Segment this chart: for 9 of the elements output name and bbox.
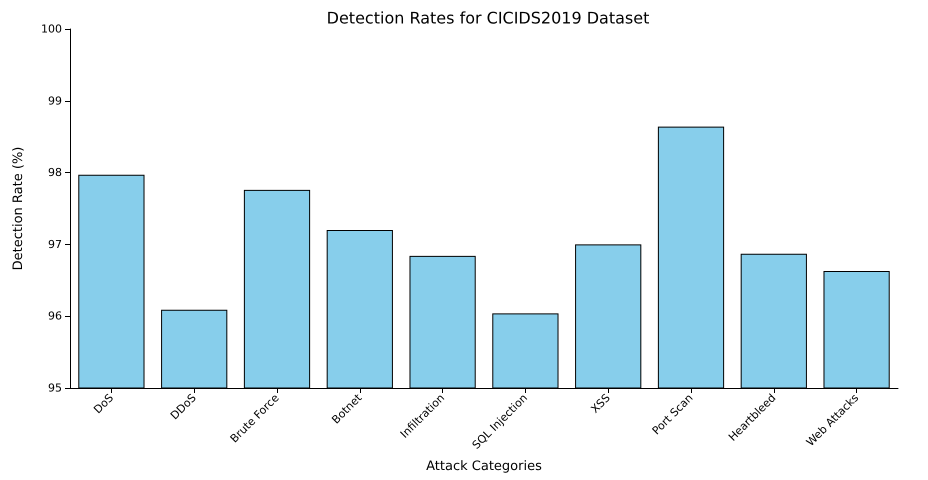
y-tick-label: 100: [41, 22, 62, 36]
chart-title: Detection Rates for CICIDS2019 Dataset: [326, 8, 650, 28]
y-axis-title: Detection Rate (%): [11, 146, 26, 270]
y-tick-label: 96: [48, 310, 62, 323]
y-tick-label: 99: [48, 94, 62, 108]
y-tick-label: 95: [48, 382, 62, 394]
x-axis-title: Attack Categories: [426, 459, 542, 474]
y-tick-label: 97: [48, 238, 62, 251]
y-tick-label: 98: [48, 166, 62, 180]
